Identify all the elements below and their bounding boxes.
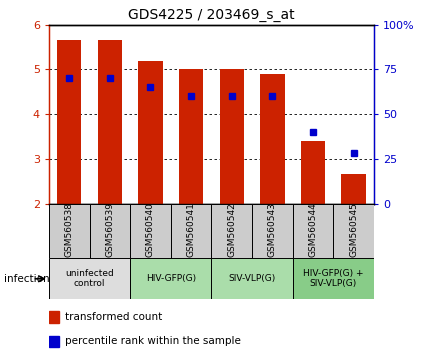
Text: GSM560542: GSM560542	[227, 202, 236, 257]
Bar	[341, 175, 366, 204]
Text: GSM560544: GSM560544	[309, 202, 317, 257]
Bar	[98, 40, 122, 204]
Text: HIV-GFP(G): HIV-GFP(G)	[146, 274, 196, 283]
Bar	[293, 204, 333, 258]
Text: HIV-GFP(G) +
SIV-VLP(G): HIV-GFP(G) + SIV-VLP(G)	[303, 269, 364, 289]
Bar	[57, 40, 81, 204]
Bar	[293, 258, 374, 299]
Bar	[260, 74, 285, 204]
Text: GSM560540: GSM560540	[146, 202, 155, 257]
Text: uninfected
control: uninfected control	[65, 269, 114, 289]
Bar	[220, 69, 244, 204]
Bar	[333, 204, 374, 258]
Title: GDS4225 / 203469_s_at: GDS4225 / 203469_s_at	[128, 8, 295, 22]
Bar	[130, 204, 171, 258]
Text: GSM560543: GSM560543	[268, 202, 277, 257]
Text: GSM560545: GSM560545	[349, 202, 358, 257]
Bar	[90, 204, 130, 258]
Text: percentile rank within the sample: percentile rank within the sample	[65, 336, 241, 346]
Bar	[211, 258, 293, 299]
Bar	[171, 204, 211, 258]
Bar	[130, 258, 211, 299]
Bar	[179, 69, 203, 204]
Text: GSM560541: GSM560541	[187, 202, 196, 257]
Text: infection: infection	[4, 274, 50, 284]
Bar	[49, 258, 130, 299]
Text: GSM560539: GSM560539	[105, 202, 114, 257]
Text: transformed count: transformed count	[65, 312, 162, 322]
Text: SIV-VLP(G): SIV-VLP(G)	[229, 274, 276, 283]
Bar	[252, 204, 293, 258]
Bar	[301, 141, 325, 204]
Bar	[49, 336, 59, 347]
Text: GSM560538: GSM560538	[65, 202, 74, 257]
Bar	[49, 312, 59, 323]
Bar	[138, 61, 163, 204]
Bar	[49, 204, 90, 258]
Bar	[211, 204, 252, 258]
